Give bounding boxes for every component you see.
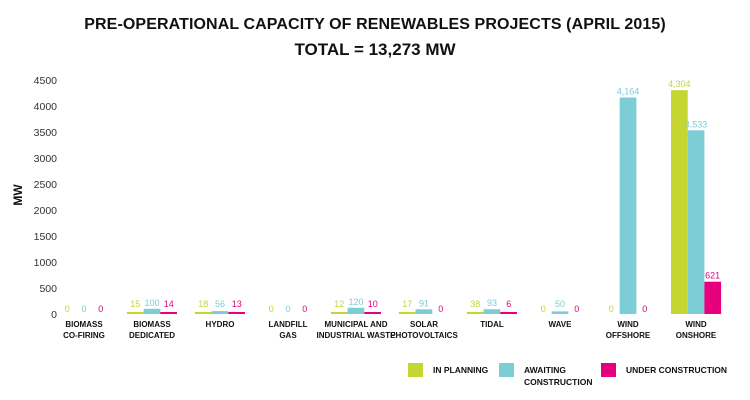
data-label: 6 (506, 299, 511, 309)
x-category-label: WIND (685, 320, 707, 329)
x-category-label: WIND (617, 320, 639, 329)
x-category-label: PHOTOVOLTAICS (390, 331, 458, 340)
bar (551, 311, 569, 314)
data-label: 3,533 (685, 119, 708, 129)
bar (466, 312, 484, 314)
x-category-label: ONSHORE (676, 331, 717, 340)
x-category-label: OFFSHORE (606, 331, 651, 340)
x-axis-categories: BIOMASS CO-FIRING BIOMASS DEDICATED HYDRO LAN… (63, 320, 717, 340)
legend-swatch (499, 363, 514, 377)
data-label: 15 (130, 299, 140, 309)
y-tick-label: 3000 (34, 153, 58, 165)
data-label: 0 (302, 304, 307, 314)
bar (398, 312, 416, 314)
bar (415, 309, 433, 314)
y-tick-label: 1500 (34, 231, 58, 243)
x-category-label: LANDFILL (268, 320, 307, 329)
y-tick-label: 2500 (34, 179, 58, 191)
bar (211, 311, 229, 314)
bar (704, 281, 722, 314)
data-label: 13 (232, 299, 242, 309)
x-category-label: TIDAL (480, 320, 504, 329)
y-tick-label: 1000 (34, 257, 58, 269)
data-label: 38 (470, 299, 480, 309)
data-label: 93 (487, 298, 497, 308)
x-category-label: WAVE (549, 320, 573, 329)
y-axis-label: MW (11, 184, 25, 206)
data-label: 56 (215, 299, 225, 309)
data-label: 0 (98, 304, 103, 314)
bar (347, 307, 365, 314)
bar (671, 90, 688, 314)
data-label: 10 (368, 299, 378, 309)
data-label: 621 (705, 271, 720, 281)
data-label: 0 (438, 304, 443, 314)
legend-swatch (601, 363, 616, 377)
bar (364, 312, 381, 314)
bar (330, 312, 348, 314)
data-label: 0 (65, 304, 70, 314)
bars (127, 90, 722, 314)
legend-label-line: AWAITING (524, 365, 567, 375)
bar (483, 309, 501, 314)
data-label: 91 (419, 298, 429, 308)
y-tick-label: 500 (39, 283, 57, 295)
data-label: 18 (198, 299, 208, 309)
bar (619, 97, 637, 314)
y-tick-label: 2000 (34, 205, 58, 217)
data-label: 0 (81, 304, 86, 314)
data-label: 4,164 (617, 87, 640, 97)
x-category-label: INDUSTRIAL WASTE (317, 331, 397, 340)
data-label: 0 (269, 304, 274, 314)
bar (160, 312, 177, 314)
data-label: 50 (555, 299, 565, 309)
x-category-label: CO-FIRING (63, 331, 105, 340)
x-category-label: HYDRO (206, 320, 235, 329)
y-tick-label: 3500 (34, 127, 58, 139)
data-label: 0 (574, 304, 579, 314)
bar (194, 312, 212, 314)
data-label: 0 (642, 304, 647, 314)
bar (127, 312, 144, 314)
y-tick-label: 4500 (34, 75, 58, 87)
bar (143, 308, 161, 314)
data-label: 100 (144, 298, 159, 308)
legend-label: UNDER CONSTRUCTION (626, 364, 727, 376)
x-category-label: SOLAR (410, 320, 438, 329)
data-label: 12 (334, 299, 344, 309)
bar (228, 312, 245, 314)
x-category-label: BIOMASS (133, 320, 171, 329)
y-tick-label: 0 (51, 309, 57, 321)
y-tick-label: 4000 (34, 101, 58, 113)
chart-title: PRE-OPERATIONAL CAPACITY OF RENEWABLES P… (84, 16, 666, 33)
x-category-label: MUNICIPAL AND (325, 320, 388, 329)
data-label: 0 (609, 304, 614, 314)
data-label: 14 (164, 299, 174, 309)
legend-label-line: CONSTRUCTION (524, 377, 593, 387)
legend-label: AWAITING CONSTRUCTION (524, 364, 592, 388)
legend-swatch (408, 363, 423, 377)
data-label: 0 (541, 304, 546, 314)
data-labels: 0 0 0 15 100 14 18 56 13 0 0 0 12 120 10 17 91 0 38 93 6 0 50 0… (65, 79, 720, 314)
legend-label: IN PLANNING (433, 364, 488, 376)
x-category-label: GAS (279, 331, 297, 340)
chart-subtitle: TOTAL = 13,273 MW (294, 40, 456, 59)
data-label: 4,304 (668, 79, 691, 89)
y-axis-ticks: 0 500 1000 1500 2000 2500 3000 3500 4000 4500 (34, 75, 58, 321)
data-label: 120 (348, 297, 363, 307)
bar (687, 130, 705, 314)
data-label: 0 (285, 304, 290, 314)
data-label: 17 (402, 299, 412, 309)
x-category-label: BIOMASS (65, 320, 103, 329)
legend-label-line: IN PLANNING (433, 365, 489, 375)
x-category-label: DEDICATED (129, 331, 175, 340)
legend-label-line: UNDER CONSTRUCTION (626, 365, 728, 375)
bar (500, 312, 517, 314)
